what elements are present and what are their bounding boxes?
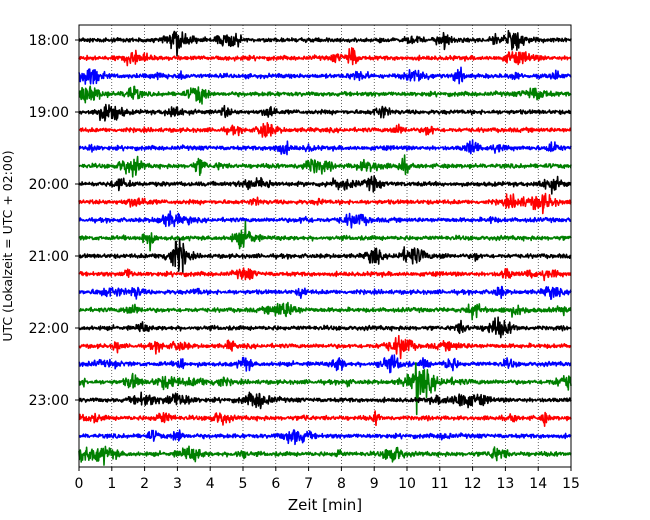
trace-line xyxy=(78,122,572,138)
trace-line xyxy=(78,103,572,122)
trace-line xyxy=(78,410,572,428)
x-axis-ticks: 0 1 2 3 4 5 6 7 8 9 10 11 12 13 14 15 xyxy=(75,467,580,492)
trace-line xyxy=(78,46,572,67)
x-tick-label: 13 xyxy=(496,476,514,492)
trace-line xyxy=(78,285,572,301)
x-tick-label: 1 xyxy=(107,476,116,492)
x-tick-label: 2 xyxy=(140,476,149,492)
y-tick-label: 19:00 xyxy=(29,105,69,121)
x-tick-label: 9 xyxy=(370,476,379,492)
trace-line xyxy=(78,316,572,339)
x-axis-label: Zeit [min] xyxy=(288,496,362,514)
y-tick-label: 21:00 xyxy=(29,249,69,265)
x-tick-label: 10 xyxy=(398,476,416,492)
trace-line xyxy=(78,29,572,57)
trace-line xyxy=(78,66,572,85)
x-tick-label: 11 xyxy=(431,476,449,492)
trace-line xyxy=(78,220,572,252)
trace-line xyxy=(78,362,572,416)
trace-line xyxy=(78,85,572,105)
seismogram-traces xyxy=(78,29,572,466)
trace-line xyxy=(78,301,572,321)
x-tick-label: 5 xyxy=(239,476,248,492)
trace-line xyxy=(78,192,572,215)
y-axis-label: UTC (Lokalzeit = UTC + 02:00) xyxy=(0,150,15,341)
trace-line xyxy=(78,175,572,195)
trace-line xyxy=(78,334,572,360)
trace-line xyxy=(78,267,572,282)
x-tick-label: 6 xyxy=(271,476,280,492)
x-tick-label: 3 xyxy=(173,476,182,492)
x-tick-label: 14 xyxy=(529,476,547,492)
y-tick-label: 18:00 xyxy=(29,33,69,49)
x-tick-label: 15 xyxy=(562,476,580,492)
trace-line xyxy=(78,354,572,374)
x-tick-label: 8 xyxy=(337,476,346,492)
y-tick-label: 20:00 xyxy=(29,177,69,193)
trace-line xyxy=(78,139,572,156)
trace-line xyxy=(78,210,572,229)
y-axis-ticks: 18:00 19:00 20:00 21:00 22:00 23:00 xyxy=(29,33,79,409)
trace-line xyxy=(78,429,572,446)
x-tick-label: 12 xyxy=(464,476,482,492)
y-tick-label: 23:00 xyxy=(29,393,69,409)
trace-line xyxy=(78,445,572,466)
trace-line xyxy=(78,154,572,178)
x-tick-label: 7 xyxy=(304,476,313,492)
trace-line xyxy=(78,391,572,410)
x-tick-label: 4 xyxy=(206,476,215,492)
y-tick-label: 22:00 xyxy=(29,321,69,337)
trace-line xyxy=(78,238,572,274)
plot-frame xyxy=(78,24,572,468)
x-tick-label: 0 xyxy=(75,476,84,492)
